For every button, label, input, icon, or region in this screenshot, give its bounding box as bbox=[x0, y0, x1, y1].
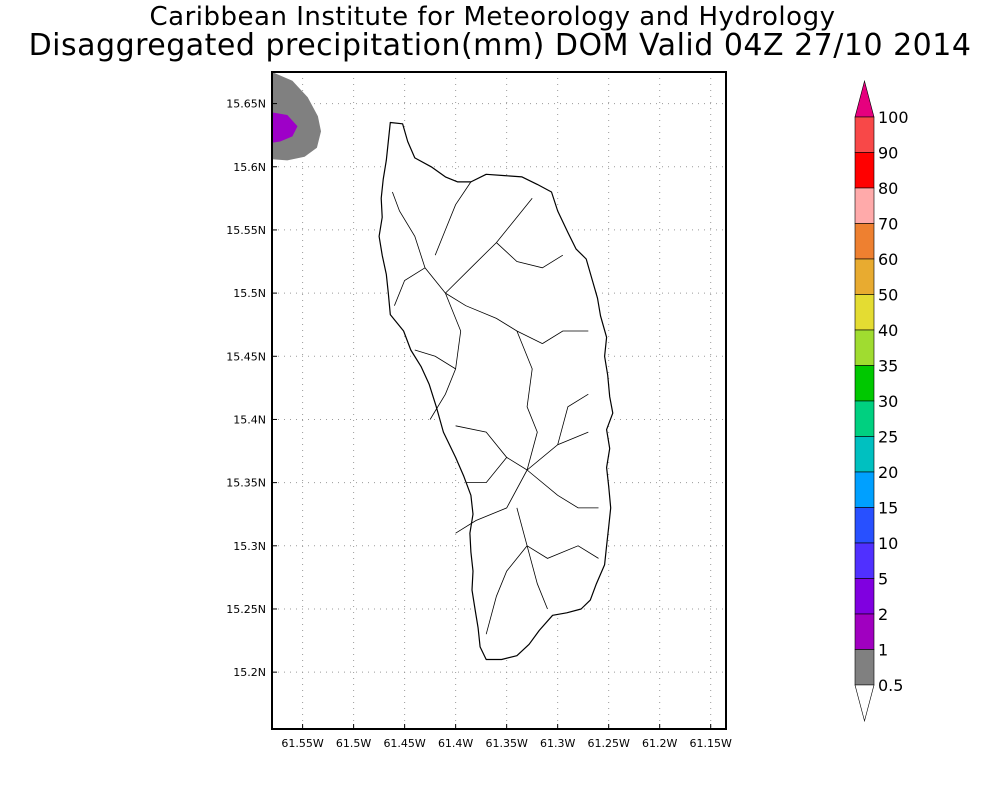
lat-tick-label: 15.5N bbox=[233, 287, 266, 300]
colorbar-bottom-arrow bbox=[854, 684, 875, 723]
colorbar-label: 5 bbox=[878, 570, 888, 589]
colorbar-label: 100 bbox=[878, 108, 909, 127]
island-coastline bbox=[378, 121, 614, 661]
colorbar-label: 20 bbox=[878, 463, 898, 482]
colorbar-segment bbox=[854, 116, 875, 153]
watershed-boundary bbox=[485, 507, 528, 635]
watershed-boundary bbox=[526, 545, 599, 559]
watershed-boundary bbox=[496, 242, 564, 269]
colorbar-segment bbox=[854, 187, 875, 224]
colorbar-label: 25 bbox=[878, 428, 898, 447]
precip-area-1mm bbox=[272, 112, 298, 143]
precipitation-layer bbox=[272, 72, 321, 161]
lon-tick-label: 61.55W bbox=[281, 737, 323, 750]
watershed-boundary bbox=[526, 545, 548, 610]
colorbar-label: 80 bbox=[878, 179, 898, 198]
watershed-boundary bbox=[392, 191, 446, 294]
colorbar-segment bbox=[854, 542, 875, 579]
map-frame bbox=[271, 71, 727, 730]
map-axes: 15.65N 15.6N 15.55N 15.5N 15.45N 15.4N 15.35N 1… bbox=[226, 98, 732, 750]
watershed-boundary bbox=[557, 393, 589, 445]
colorbar-label: 2 bbox=[878, 605, 888, 624]
colorbar-segment bbox=[854, 294, 875, 331]
colorbar-segment bbox=[854, 329, 875, 366]
colorbar-label: 15 bbox=[878, 499, 898, 518]
map-title-institute: Caribbean Institute for Meteorology and … bbox=[149, 2, 836, 32]
watershed-boundary bbox=[455, 469, 528, 534]
lon-tick-label: 61.35W bbox=[485, 737, 527, 750]
lat-tick-label: 15.3N bbox=[233, 540, 266, 553]
lat-tick-label: 15.6N bbox=[233, 161, 266, 174]
lat-tick-label: 15.4N bbox=[233, 413, 266, 426]
colorbar-segment bbox=[854, 613, 875, 650]
lon-tick-label: 61.25W bbox=[587, 737, 629, 750]
lon-tick-label: 61.45W bbox=[383, 737, 425, 750]
lat-tick-label: 15.45N bbox=[226, 350, 266, 363]
colorbar-segment bbox=[854, 223, 875, 260]
colorbar-label: 0.5 bbox=[878, 676, 903, 695]
lon-tick-label: 61.4W bbox=[438, 737, 473, 750]
watershed-boundary bbox=[414, 349, 456, 370]
watershed-boundary bbox=[434, 181, 472, 256]
colorbar-label: 35 bbox=[878, 357, 898, 376]
lat-tick-label: 15.25N bbox=[226, 603, 266, 616]
colorbar-label: 1 bbox=[878, 641, 888, 660]
colorbar-segment bbox=[854, 152, 875, 189]
colorbar-label: 70 bbox=[878, 215, 898, 234]
dominica-island bbox=[378, 121, 614, 661]
lat-tick-label: 15.65N bbox=[226, 98, 266, 111]
colorbar-segment bbox=[854, 507, 875, 544]
precipitation-colorbar: 100 90 80 70 60 50 40 35 30 25 20 15 10 5 2 1 0.5 bbox=[854, 79, 909, 723]
lon-tick-label: 61.3W bbox=[540, 737, 575, 750]
watershed-boundary bbox=[516, 330, 538, 471]
colorbar-segment bbox=[854, 400, 875, 437]
watershed-boundary bbox=[445, 292, 543, 344]
lon-tick-label: 61.5W bbox=[336, 737, 371, 750]
watershed-boundary bbox=[394, 267, 426, 306]
colorbar-segment bbox=[854, 471, 875, 508]
colorbar-segment bbox=[854, 365, 875, 402]
colorbar-label: 60 bbox=[878, 250, 898, 269]
map-title-product: Disaggregated precipitation(mm) DOM Vali… bbox=[28, 28, 972, 63]
watershed-boundary bbox=[465, 457, 508, 484]
colorbar-top-arrow bbox=[854, 79, 875, 118]
watershed-boundary bbox=[542, 330, 589, 344]
colorbar-segment bbox=[854, 578, 875, 615]
colorbar-label: 30 bbox=[878, 392, 898, 411]
colorbar-segment bbox=[854, 436, 875, 473]
lat-tick-label: 15.35N bbox=[226, 477, 266, 490]
colorbar-segment bbox=[854, 258, 875, 295]
colorbar-label: 40 bbox=[878, 321, 898, 340]
colorbar-label: 10 bbox=[878, 534, 898, 553]
colorbar-segment bbox=[854, 649, 875, 686]
lon-tick-label: 61.2W bbox=[642, 737, 677, 750]
map-grid bbox=[272, 72, 726, 729]
lat-tick-label: 15.2N bbox=[233, 666, 266, 679]
lon-tick-label: 61.15W bbox=[690, 737, 732, 750]
colorbar-label: 50 bbox=[878, 286, 898, 305]
lat-tick-label: 15.55N bbox=[226, 224, 266, 237]
watershed-boundary bbox=[455, 425, 589, 471]
watershed-boundary bbox=[526, 469, 599, 509]
colorbar-label: 90 bbox=[878, 144, 898, 163]
